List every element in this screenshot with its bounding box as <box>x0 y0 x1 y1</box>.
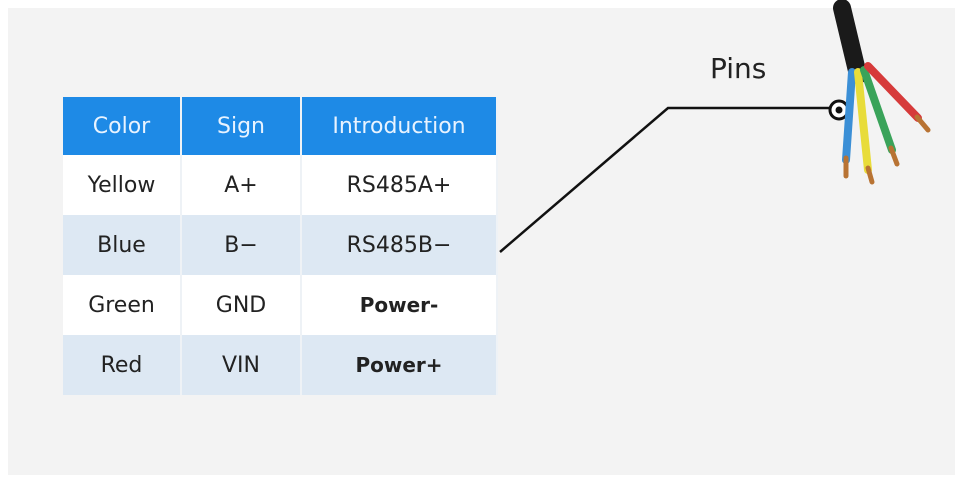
table-cell: Red <box>63 335 182 395</box>
pin-table: Color Sign Introduction Yellow A+ RS485A+ B… <box>63 97 498 395</box>
table-cell: Yellow <box>63 155 182 215</box>
table-cell: A+ <box>181 155 302 215</box>
table-cell: RS485A+ <box>301 155 498 215</box>
header-cell: Color <box>63 97 182 155</box>
table-cell: Power- <box>301 275 498 335</box>
header-cell: Introduction <box>301 97 498 155</box>
pin-dot <box>835 106 843 114</box>
cable <box>833 0 931 185</box>
table-cell: RS485B− <box>301 215 498 275</box>
table-cell: Blue <box>63 215 182 275</box>
table-cell: B− <box>181 215 302 275</box>
table-cell: Green <box>63 275 182 335</box>
table-row: Blue B− RS485B− <box>63 215 498 275</box>
table-row: Red VIN Power+ <box>63 335 498 395</box>
table-cell: VIN <box>181 335 302 395</box>
table-cell: GND <box>181 275 302 335</box>
pointer-line <box>499 106 832 253</box>
table-row: Yellow A+ RS485A+ <box>63 155 498 215</box>
header-cell: Sign <box>181 97 302 155</box>
pins-label: Pins <box>710 52 767 85</box>
table-body: Yellow A+ RS485A+ Blue B− RS485B− Green GND Powe… <box>63 155 498 395</box>
table-row: Green GND Power- <box>63 275 498 335</box>
header-row: Color Sign Introduction <box>63 97 498 155</box>
table-cell: Power+ <box>301 335 498 395</box>
